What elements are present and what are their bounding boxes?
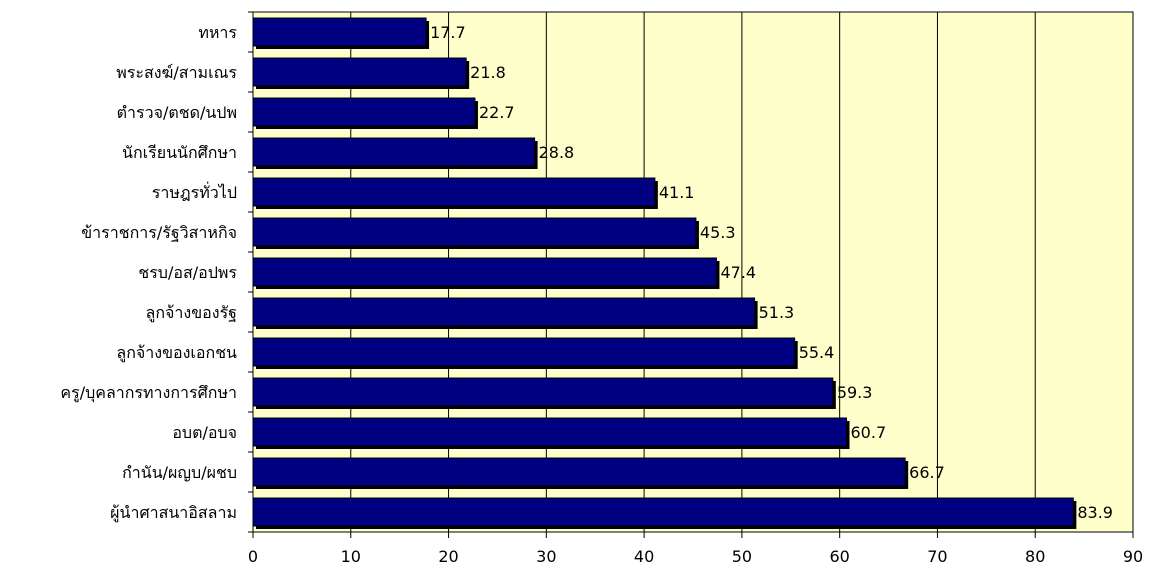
data-label: 55.4 bbox=[799, 343, 835, 362]
x-tick-label: 70 bbox=[927, 547, 947, 566]
category-label: ทหาร bbox=[198, 23, 237, 42]
bars: 17.7 21.8 22.7 28.8 41.1 45.3 47.4 51.3 55.4 59.3… bbox=[252, 17, 1113, 529]
category-label: ราษฎรทั่วไป bbox=[152, 181, 237, 202]
category-label: ผู้นำศาสนาอิสลาม bbox=[110, 503, 237, 523]
category-label: ชรบ/อส/อปพร bbox=[138, 263, 237, 282]
axes: 0 10 20 30 40 50 60 70 80 90 ทหารพระสงฆ์/สามเณรตำร… bbox=[60, 11, 1143, 566]
bar bbox=[252, 417, 848, 447]
bar bbox=[252, 457, 906, 487]
data-label: 83.9 bbox=[1077, 503, 1113, 522]
bar bbox=[252, 497, 1074, 527]
bar bbox=[252, 257, 717, 287]
data-label: 45.3 bbox=[700, 223, 736, 242]
x-tick-label: 10 bbox=[341, 547, 361, 566]
x-tick-label: 40 bbox=[634, 547, 654, 566]
bar bbox=[252, 177, 656, 207]
data-label: 59.3 bbox=[837, 383, 873, 402]
x-tick-label: 90 bbox=[1123, 547, 1143, 566]
data-label: 66.7 bbox=[909, 463, 945, 482]
data-label: 60.7 bbox=[851, 423, 887, 442]
bar bbox=[252, 137, 536, 167]
category-label: ลูกจ้างของเอกชน bbox=[116, 343, 237, 363]
bar bbox=[252, 377, 834, 407]
bar bbox=[252, 57, 467, 87]
data-label: 47.4 bbox=[720, 263, 756, 282]
bar bbox=[252, 297, 756, 327]
x-tick-label: 30 bbox=[536, 547, 556, 566]
data-label: 22.7 bbox=[479, 103, 515, 122]
x-tick-label: 20 bbox=[438, 547, 458, 566]
category-label: กำนัน/ผญบ/ผชบ bbox=[122, 463, 237, 482]
category-label: อบต/อบจ bbox=[172, 423, 237, 442]
data-label: 51.3 bbox=[759, 303, 795, 322]
category-label: นักเรียนนักศึกษา bbox=[122, 143, 237, 162]
category-label: พระสงฆ์/สามเณร bbox=[116, 63, 237, 82]
x-tick-label: 0 bbox=[248, 547, 258, 566]
data-label: 21.8 bbox=[470, 63, 506, 82]
data-label: 17.7 bbox=[430, 23, 466, 42]
data-label: 28.8 bbox=[539, 143, 575, 162]
x-tick-label: 60 bbox=[829, 547, 849, 566]
data-label: 41.1 bbox=[659, 183, 695, 202]
bar bbox=[252, 217, 697, 247]
bar bbox=[252, 17, 427, 47]
x-tick-label: 50 bbox=[732, 547, 752, 566]
category-label: ลูกจ้างของรัฐ bbox=[146, 303, 237, 323]
bar bbox=[252, 97, 476, 127]
category-label: ครู/บุคลากรทางการศึกษา bbox=[60, 383, 237, 403]
category-label: ตำรวจ/ตชด/นปพ bbox=[117, 103, 237, 122]
x-tick-label: 80 bbox=[1025, 547, 1045, 566]
category-label: ข้าราชการ/รัฐวิสาหกิจ bbox=[81, 223, 237, 242]
bar bbox=[252, 337, 796, 367]
